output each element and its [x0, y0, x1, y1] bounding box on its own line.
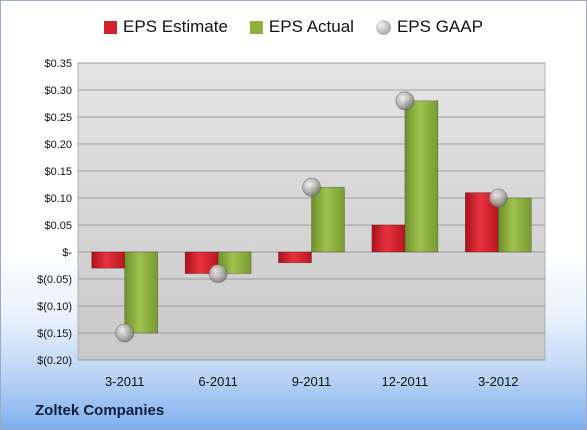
bar-eps-actual	[124, 251, 158, 334]
legend-label-eps-estimate: EPS Estimate	[123, 17, 228, 36]
bar-eps-actual	[497, 197, 532, 253]
y-tick-label: $-	[62, 247, 72, 259]
bar-series	[91, 100, 532, 334]
y-tick-label: $(0.10)	[37, 301, 72, 313]
legend-swatch-eps-estimate	[104, 20, 118, 34]
marker-eps-gaap	[115, 323, 135, 343]
marker-eps-gaap	[302, 177, 321, 197]
y-tick-label: $0.10	[44, 193, 72, 205]
y-tick-label: $0.20	[44, 139, 72, 151]
bar-eps-estimate	[91, 251, 125, 269]
y-axis-ticks: $0.35 $0.30 $0.25 $0.20 $0.15 $0.10 $0.05 $- $(0…	[37, 58, 72, 367]
y-tick-label: $(0.05)	[37, 274, 72, 286]
legend-item-eps-estimate: EPS Estimate	[104, 17, 228, 37]
marker-eps-gaap	[208, 264, 228, 284]
marker-eps-gaap	[395, 91, 415, 111]
legend-swatch-eps-gaap	[375, 19, 391, 35]
bar-eps-estimate	[278, 251, 312, 264]
y-tick-label: $(0.20)	[37, 355, 72, 367]
bar-eps-actual	[311, 186, 345, 253]
x-tick-label: 9-2011	[292, 374, 332, 389]
y-tick-label: $0.15	[44, 166, 72, 178]
x-tick-label: 6-2011	[198, 374, 238, 389]
y-tick-label: $0.05	[44, 220, 72, 232]
y-tick-label: $0.35	[44, 58, 72, 70]
legend-swatch-eps-actual	[249, 20, 263, 34]
y-tick-label: $(0.15)	[37, 328, 72, 340]
x-axis-ticks: 3-2011 6-2011 9-2011 12-2011 3-2012	[105, 374, 519, 389]
y-tick-label: $0.30	[44, 85, 72, 97]
legend-label-eps-actual: EPS Actual	[268, 17, 354, 36]
legend-label-eps-gaap: EPS GAAP	[396, 17, 483, 36]
bar-eps-estimate	[371, 224, 406, 253]
gaap-markers	[115, 91, 508, 343]
legend-item-eps-gaap: EPS GAAP	[375, 17, 483, 37]
x-tick-label: 12-2011	[382, 374, 429, 389]
legend-item-eps-actual: EPS Actual	[249, 17, 354, 37]
x-tick-label: 3-2012	[478, 374, 518, 389]
bar-eps-actual	[404, 100, 439, 253]
bar-eps-actual	[217, 251, 252, 274]
x-tick-label: 3-2011	[105, 374, 145, 389]
chart-legend: EPS Estimate EPS Actual EPS GAAP	[1, 17, 586, 37]
company-label: Zoltek Companies	[35, 402, 165, 419]
marker-eps-gaap	[488, 188, 508, 208]
y-tick-label: $0.25	[44, 112, 72, 124]
